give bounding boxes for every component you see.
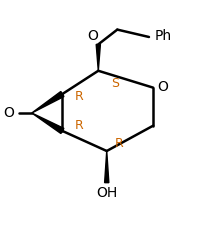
Text: S: S bbox=[111, 77, 119, 90]
Text: O: O bbox=[88, 29, 98, 43]
Text: Ph: Ph bbox=[154, 29, 171, 43]
Text: O: O bbox=[4, 106, 14, 120]
Polygon shape bbox=[32, 113, 64, 134]
Text: O: O bbox=[157, 80, 168, 94]
Text: R: R bbox=[115, 137, 124, 150]
Polygon shape bbox=[105, 151, 109, 183]
Polygon shape bbox=[96, 44, 100, 71]
Text: R: R bbox=[75, 119, 84, 132]
Text: OH: OH bbox=[96, 186, 117, 200]
Text: R: R bbox=[75, 90, 84, 103]
Polygon shape bbox=[32, 91, 64, 113]
